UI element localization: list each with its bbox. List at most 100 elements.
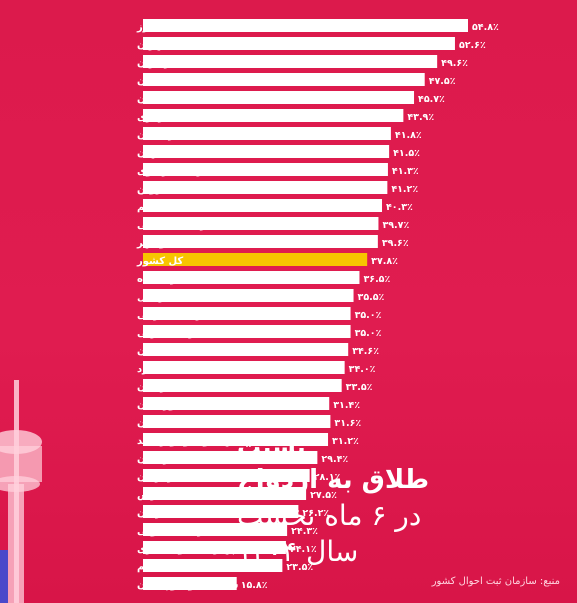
bar — [143, 145, 390, 158]
value-label: ۵۴.۸٪ — [472, 22, 499, 33]
value-label: ۴۱.۲٪ — [391, 184, 418, 195]
bar — [143, 55, 438, 68]
bar — [143, 451, 318, 464]
bar — [143, 541, 286, 554]
bar — [143, 379, 342, 392]
bar — [143, 127, 391, 140]
value-label: ۵۲.۶٪ — [459, 40, 486, 51]
province-label: سیستان و بلوچستان — [137, 580, 239, 591]
value-label: ۲۷.۵٪ — [310, 490, 337, 501]
province-label: اصفهان — [137, 148, 176, 159]
province-label: ایلام — [137, 562, 159, 573]
value-label: ۱۵.۸٪ — [241, 580, 268, 591]
title-line-1: نسبت — [237, 433, 306, 461]
province-label: بوشهر — [136, 238, 170, 249]
province-label: لرستان — [137, 454, 173, 465]
value-label: ۳۱.۲٪ — [332, 436, 359, 447]
value-label: ۴۳.۹٪ — [407, 112, 434, 123]
value-label: ۴۱.۸٪ — [395, 130, 422, 141]
chart-title: نسبت طلاق به ازدواج در ۶ ماه نخست سال ۱۴… — [237, 432, 497, 570]
title-line-2: طلاق به ازدواج — [237, 465, 430, 495]
bar — [143, 91, 415, 104]
bar — [143, 325, 351, 338]
value-label: ۳۱.۴٪ — [333, 400, 360, 411]
value-label: ۴۷.۵٪ — [429, 76, 456, 87]
value-label: ۳۳.۵٪ — [346, 382, 373, 393]
value-label: ۳۴.۰٪ — [349, 364, 376, 375]
bar — [143, 289, 354, 302]
value-label: ۴۵.۷٪ — [418, 94, 445, 105]
bar — [143, 523, 288, 536]
bar — [143, 469, 310, 482]
province-label: کرمان — [137, 508, 168, 519]
province-label: مرکزی — [137, 112, 171, 123]
bar — [143, 73, 425, 86]
value-label: ۲۶.۲٪ — [302, 508, 329, 519]
value-label: ۲۹.۴٪ — [321, 454, 348, 465]
title-line-4: سال ۱۴۰۴ — [237, 535, 359, 568]
bar — [143, 577, 237, 590]
value-label: ۴۱.۵٪ — [393, 148, 420, 159]
province-label: هرمزگان — [137, 470, 181, 483]
province-label: آذربایجانشرقی — [137, 308, 211, 321]
bar — [143, 559, 283, 572]
province-label: گیلان — [137, 92, 163, 105]
bar — [143, 361, 345, 374]
bar — [143, 199, 383, 212]
source-note: منبع: سازمان ثبت احوال کشور — [431, 576, 560, 587]
province-label: یزد — [137, 364, 152, 375]
bar — [143, 505, 299, 518]
value-label: ۳۶.۵٪ — [363, 274, 390, 285]
bar — [143, 19, 468, 32]
province-label: البرز — [136, 22, 160, 33]
province-label: قم — [137, 202, 151, 213]
title-line-3: در ۶ ماه نخست — [237, 499, 422, 532]
value-label: ۳۹.۶٪ — [382, 238, 409, 249]
province-label: همدان — [137, 346, 168, 357]
province-label: کهگیلویه و بویراحمد — [137, 434, 236, 447]
bar — [143, 487, 307, 500]
milad-tower-icon — [0, 380, 42, 603]
province-label: خوزستان — [137, 400, 182, 411]
value-label: ۴۰.۳٪ — [386, 202, 413, 213]
bar — [143, 433, 329, 446]
bar — [143, 397, 330, 410]
province-label: خراسان رضوی — [137, 166, 210, 177]
bar — [143, 109, 404, 122]
province-label: کرمانشاه — [137, 274, 183, 285]
bar — [143, 415, 331, 428]
bar — [143, 307, 351, 320]
province-label: آذربایجانغربی — [137, 326, 204, 339]
province-label: زنجان — [137, 382, 166, 393]
province-label: کل کشور — [136, 256, 183, 267]
province-label: فارس — [137, 490, 167, 501]
bar — [143, 271, 360, 284]
province-label: تهران — [137, 40, 166, 51]
value-label: ۴۹.۶٪ — [441, 58, 468, 69]
value-label: ۳۵.۵٪ — [358, 292, 385, 303]
province-label: کردستان — [137, 130, 181, 141]
value-label: ۲۳.۵٪ — [286, 562, 313, 573]
bar — [143, 343, 349, 356]
province-label: قزوین — [137, 184, 169, 195]
value-label: ۳۷.۸٪ — [371, 256, 398, 267]
province-label: سمنان — [137, 76, 170, 87]
bar — [143, 37, 455, 50]
value-label: ۳۵.۰٪ — [355, 310, 382, 321]
province-label: خراسان جنوبی — [137, 526, 211, 537]
value-label: ۳۵.۰٪ — [355, 328, 382, 339]
value-label: ۲۸.۱٪ — [314, 472, 341, 483]
bar — [143, 181, 388, 194]
province-label: مازندران — [137, 58, 180, 69]
value-label: ۳۱.۶٪ — [334, 418, 361, 429]
province-label: اردبیل — [137, 292, 168, 303]
province-label: چهارمحال و بختیاری — [137, 544, 237, 555]
province-label: گلستان — [137, 416, 174, 429]
value-label: ۲۴.۳٪ — [291, 526, 318, 537]
province-label: خراسان شمالی — [137, 220, 214, 231]
value-label: ۲۴.۱٪ — [290, 544, 317, 555]
value-label: ۳۴.۶٪ — [352, 346, 379, 357]
value-label: ۴۱.۳٪ — [392, 166, 419, 177]
value-label: ۳۹.۷٪ — [382, 220, 409, 231]
